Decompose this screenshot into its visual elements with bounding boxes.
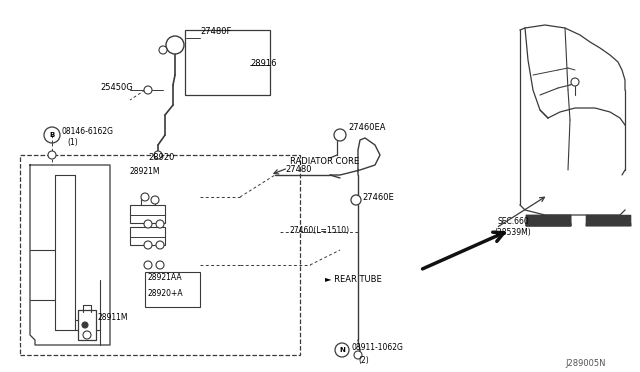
Circle shape — [334, 129, 346, 141]
Circle shape — [166, 36, 184, 54]
Text: ► REAR TUBE: ► REAR TUBE — [325, 276, 381, 285]
Circle shape — [48, 151, 56, 159]
Circle shape — [154, 151, 162, 159]
Circle shape — [83, 331, 91, 339]
Circle shape — [44, 127, 60, 143]
Text: 28916: 28916 — [250, 58, 276, 67]
Circle shape — [144, 261, 152, 269]
Text: 28921M: 28921M — [130, 167, 161, 176]
Circle shape — [82, 322, 88, 328]
Circle shape — [151, 196, 159, 204]
Circle shape — [156, 261, 164, 269]
Text: 27460(L=1510): 27460(L=1510) — [290, 225, 350, 234]
Bar — [130, 205, 165, 223]
Text: 28911M: 28911M — [97, 314, 127, 323]
Text: 27460EA: 27460EA — [348, 124, 385, 132]
Circle shape — [156, 220, 164, 228]
Text: SEC.660: SEC.660 — [497, 218, 529, 227]
Text: 27480F: 27480F — [200, 28, 232, 36]
Circle shape — [354, 351, 362, 359]
Text: (28539M): (28539M) — [494, 228, 531, 237]
Text: RADIATOR CORE: RADIATOR CORE — [290, 157, 359, 167]
Text: (1): (1) — [67, 138, 77, 148]
Text: (2): (2) — [358, 356, 369, 365]
Text: 28920+A: 28920+A — [148, 289, 184, 298]
Text: B: B — [49, 132, 54, 138]
Bar — [20, 155, 300, 355]
Text: J289005N: J289005N — [565, 359, 605, 368]
Text: 25450G: 25450G — [100, 83, 132, 92]
Text: 28921AA: 28921AA — [148, 273, 182, 282]
Circle shape — [335, 343, 349, 357]
Text: N: N — [339, 347, 345, 353]
Circle shape — [144, 220, 152, 228]
Bar — [130, 227, 165, 245]
Circle shape — [159, 46, 167, 54]
Circle shape — [141, 193, 149, 201]
Text: 28920: 28920 — [148, 154, 174, 163]
Circle shape — [351, 195, 361, 205]
Circle shape — [144, 86, 152, 94]
Circle shape — [156, 241, 164, 249]
Bar — [145, 272, 200, 307]
Text: 08146-6162G: 08146-6162G — [62, 126, 114, 135]
Circle shape — [144, 241, 152, 249]
Circle shape — [571, 78, 579, 86]
Bar — [185, 30, 270, 95]
Text: 27480: 27480 — [285, 166, 312, 174]
Text: 08911-1062G: 08911-1062G — [352, 343, 404, 353]
Text: 27460E: 27460E — [362, 193, 394, 202]
Bar — [78, 310, 96, 340]
